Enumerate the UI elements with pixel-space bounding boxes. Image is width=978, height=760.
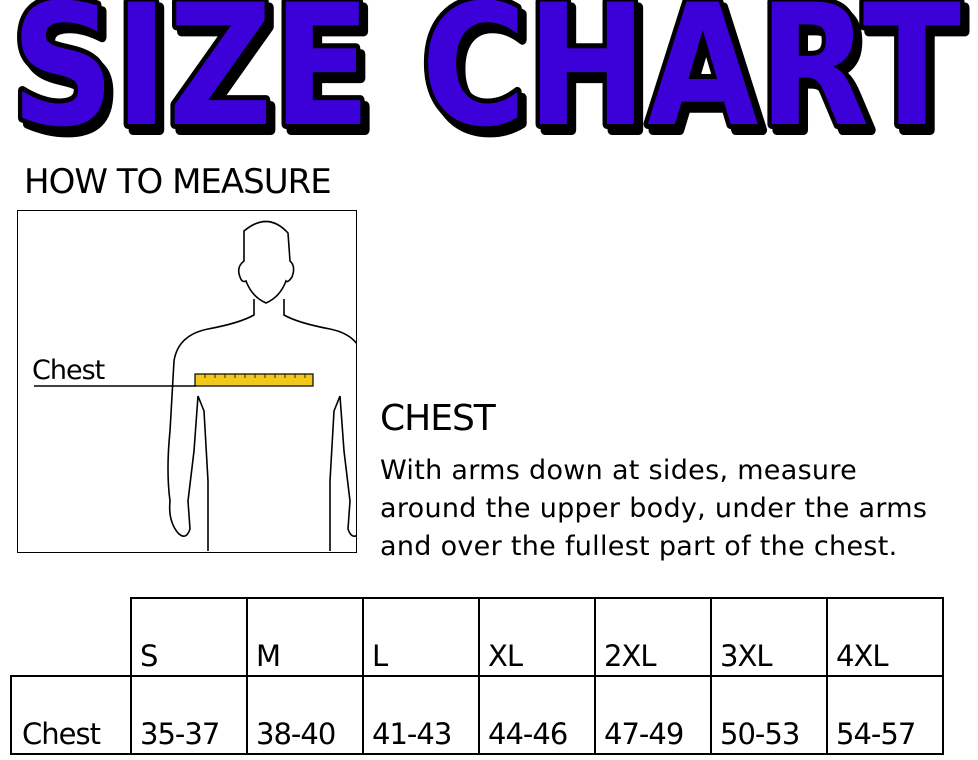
table-cell: 47-49: [594, 675, 712, 755]
instruction-line: With arms down at sides, measure: [380, 455, 858, 486]
instruction-line: around the upper body, under the arms: [380, 493, 928, 524]
size-header: S: [130, 597, 248, 677]
how-to-measure-heading: HOW TO MEASURE: [24, 162, 332, 202]
human-body-illustration: [34, 220, 371, 551]
size-table: S M L XL 2XL 3XL 4XL Chest 35-37 38-40 4…: [10, 597, 944, 755]
size-header: 4XL: [826, 597, 944, 677]
table-cell: 35-37: [130, 675, 248, 755]
row-label: Chest: [10, 675, 132, 755]
size-chart-title: SIZE CHART: [11, 0, 961, 150]
size-chart-title-logo: SIZE CHART: [6, 0, 966, 150]
table-cell: 41-43: [362, 675, 480, 755]
size-header: L: [362, 597, 480, 677]
size-header: 2XL: [594, 597, 712, 677]
chest-section-title: CHEST: [380, 398, 496, 439]
instruction-line: and over the fullest part of the chest.: [380, 531, 898, 562]
table-cell: 38-40: [246, 675, 364, 755]
chest-instructions: With arms down at sides, measure around …: [380, 452, 978, 566]
size-header: XL: [478, 597, 596, 677]
table-cell: 44-46: [478, 675, 596, 755]
table-cell: 54-57: [826, 675, 944, 755]
size-header: M: [246, 597, 364, 677]
size-header: 3XL: [710, 597, 828, 677]
size-header-row: S M L XL 2XL 3XL 4XL: [11, 597, 944, 677]
table-cell: 50-53: [710, 675, 828, 755]
measuring-tape: [194, 373, 314, 387]
chest-figure-label: Chest: [32, 355, 105, 386]
empty-corner-cell: [11, 598, 132, 677]
table-row: Chest 35-37 38-40 41-43 44-46 47-49 50-5…: [10, 675, 944, 755]
measurement-figure: [17, 210, 371, 553]
